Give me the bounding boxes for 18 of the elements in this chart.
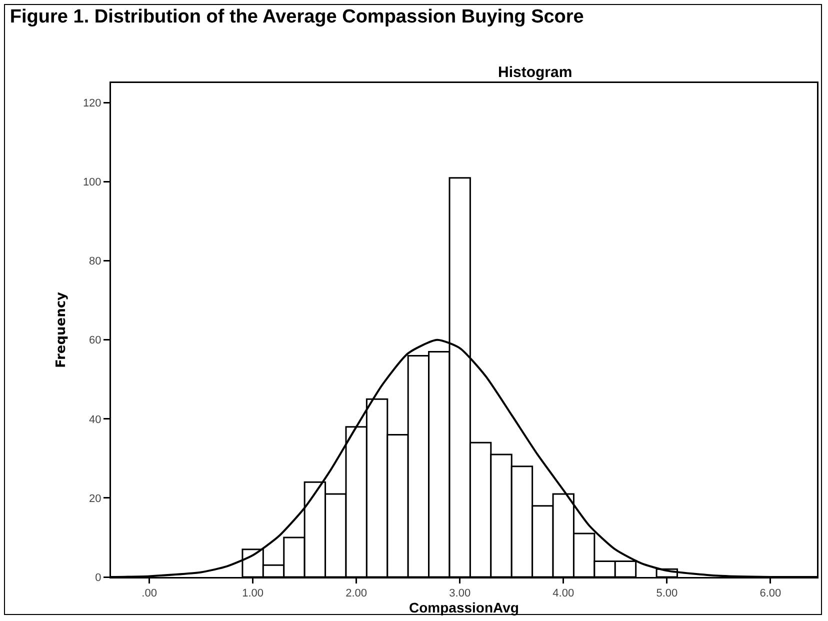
y-tick-label: 120: [82, 98, 102, 110]
y-axis-title: Frequency: [54, 291, 70, 368]
y-tick-label: 0: [95, 572, 102, 584]
x-tick-label: 5.00: [656, 588, 678, 600]
x-tick-label: 1.00: [242, 588, 264, 600]
x-tick-label: 2.00: [346, 588, 368, 600]
x-tick-label: .00: [142, 588, 157, 600]
y-tick-label: 20: [89, 492, 102, 505]
chart-subtitle: Histogram: [498, 64, 572, 81]
y-tick-label: 40: [89, 414, 102, 426]
x-tick-label: 3.00: [449, 588, 471, 600]
y-tick-label: 80: [89, 256, 102, 268]
chart-title: Figure 1. Distribution of the Average Compassion Buying Score: [10, 6, 584, 28]
x-tick-label: 6.00: [760, 588, 782, 600]
x-axis-title: CompassionAvg: [409, 600, 519, 616]
y-tick-label: 100: [82, 176, 102, 189]
x-tick-label: 4.00: [552, 588, 574, 600]
y-tick-label: 60: [89, 334, 102, 347]
